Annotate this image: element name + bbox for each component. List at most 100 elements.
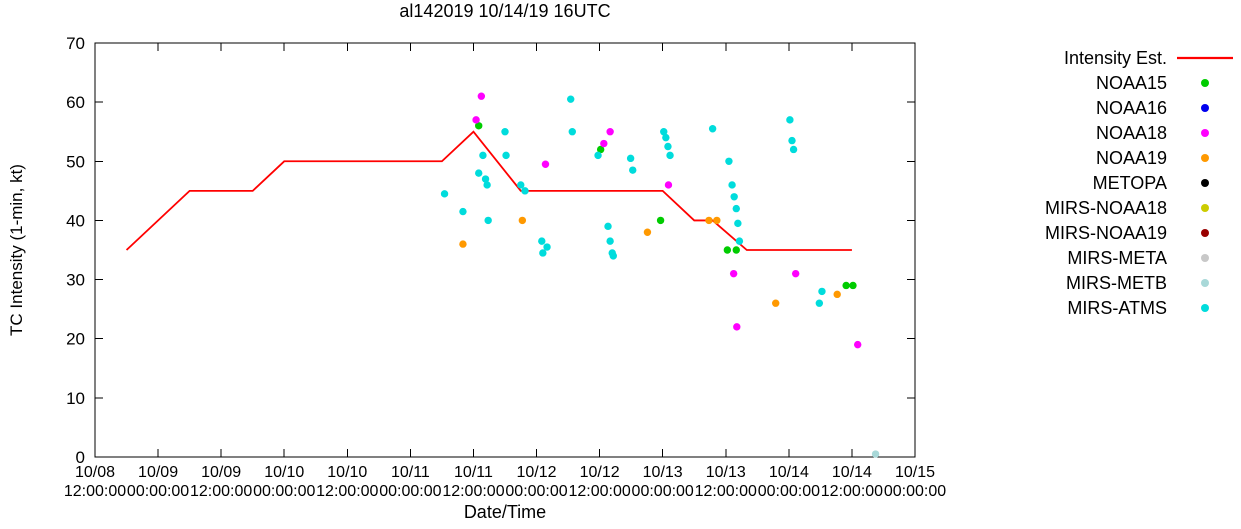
- x-tick-label-time: 00:00:00: [379, 483, 441, 500]
- mirs-atms-point: [479, 151, 487, 160]
- mirs-atms-point: [725, 157, 733, 165]
- mirs-metb-point: [871, 450, 880, 458]
- x-tick-label-date: 10/14: [769, 464, 809, 481]
- legend-item-intensity-est-: Intensity Est.: [1064, 48, 1233, 68]
- legend-item-mirs-noaa19: MIRS-NOAA19: [1045, 223, 1209, 243]
- legend-item-mirs-meta: MIRS-META: [1067, 248, 1209, 268]
- x-tick-label-date: 10/09: [201, 464, 241, 481]
- legend-label: MIRS-ATMS: [1067, 298, 1167, 318]
- legend-point-sample: [1201, 104, 1209, 112]
- legend-point-sample: [1201, 129, 1209, 137]
- legend-label: NOAA19: [1096, 148, 1167, 168]
- mirs-atms-point: [568, 128, 576, 136]
- y-tick-label: 30: [66, 271, 85, 290]
- noaa19-point: [833, 290, 841, 299]
- mirs-atms-point: [788, 136, 796, 145]
- mirs-atms-point: [626, 154, 635, 163]
- mirs-atms-point: [483, 181, 491, 189]
- mirs-atms-point: [606, 237, 614, 245]
- mirs-atms-point: [629, 166, 637, 174]
- mirs-atms-point: [440, 190, 449, 198]
- noaa18-point: [472, 116, 480, 124]
- mirs-atms-point: [484, 216, 492, 225]
- mirs-atms-point: [708, 125, 717, 133]
- mirs-atms-point: [728, 181, 736, 189]
- mirs-atms-point: [521, 187, 529, 195]
- x-tick-label-date: 10/10: [264, 464, 304, 481]
- legend-point-sample: [1201, 79, 1209, 87]
- x-tick-label-date: 10/09: [138, 464, 178, 481]
- noaa15-point: [475, 122, 483, 130]
- x-tick-label-time: 12:00:00: [442, 483, 504, 500]
- x-tick-label-date: 10/15: [895, 464, 935, 481]
- noaa18-point: [729, 269, 738, 278]
- noaa18-point: [600, 139, 608, 148]
- x-tick-label-date: 10/11: [454, 464, 493, 481]
- legend-label: MIRS-META: [1067, 248, 1167, 268]
- legend-point-sample: [1201, 304, 1209, 312]
- x-tick-label-date: 10/13: [643, 464, 683, 481]
- x-tick-label-time: 12:00:00: [568, 483, 630, 500]
- legend-label: MIRS-NOAA19: [1045, 223, 1167, 243]
- legend-item-mirs-noaa18: MIRS-NOAA18: [1045, 198, 1209, 218]
- legend-label: MIRS-METB: [1066, 273, 1167, 293]
- x-tick-label-date: 10/14: [832, 464, 872, 481]
- chart-title: al142019 10/14/19 16UTC: [399, 1, 611, 21]
- legend-label: METOPA: [1093, 173, 1167, 193]
- noaa18-point: [606, 128, 614, 136]
- x-tick-label-time: 12:00:00: [695, 483, 757, 500]
- mirs-atms-point: [662, 133, 670, 142]
- legend-item-noaa15: NOAA15: [1096, 73, 1209, 93]
- legend-label: MIRS-NOAA18: [1045, 198, 1167, 218]
- x-tick-label-date: 10/12: [517, 464, 557, 481]
- noaa19-point: [643, 228, 652, 236]
- x-tick-label-date: 10/10: [327, 464, 367, 481]
- mirs-atms-point: [609, 252, 617, 260]
- mirs-atms-point: [594, 151, 602, 160]
- noaa19-point: [713, 216, 721, 225]
- legend-label: NOAA16: [1096, 98, 1167, 118]
- noaa15-point: [596, 145, 605, 154]
- x-tick-label-time: 00:00:00: [253, 483, 315, 500]
- noaa15-point: [732, 246, 740, 254]
- mirs-atms-point: [660, 128, 668, 136]
- x-tick-label-date: 10/13: [706, 464, 746, 481]
- legend-point-sample: [1201, 179, 1209, 187]
- noaa18-point: [664, 181, 673, 189]
- mirs-atms-point: [481, 175, 490, 183]
- x-tick-label-time: 00:00:00: [884, 483, 946, 500]
- mirs-atms-point: [818, 287, 826, 296]
- x-tick-label-time: 12:00:00: [821, 483, 883, 500]
- noaa18-point: [791, 269, 800, 278]
- legend-item-noaa16: NOAA16: [1096, 98, 1209, 118]
- mirs-atms-point: [786, 116, 794, 124]
- legend-point-sample: [1201, 279, 1209, 287]
- noaa18-point: [477, 92, 486, 100]
- mirs-atms-point: [538, 237, 546, 245]
- mirs-atms-point: [539, 249, 547, 257]
- x-tick-label-date: 10/08: [75, 464, 115, 481]
- mirs-atms-point: [517, 181, 525, 189]
- mirs-atms-point: [789, 145, 798, 154]
- mirs-atms-point: [567, 95, 575, 103]
- y-tick-label: 0: [76, 448, 85, 467]
- legend-label: NOAA15: [1096, 73, 1167, 93]
- x-tick-label-date: 10/11: [391, 464, 430, 481]
- mirs-atms-point: [502, 151, 510, 160]
- noaa15-point: [723, 246, 732, 254]
- legend-point-sample: [1201, 204, 1209, 212]
- noaa15-point: [849, 281, 857, 290]
- mirs-atms-point: [735, 237, 744, 245]
- y-tick-label: 50: [66, 152, 85, 171]
- x-tick-label-time: 00:00:00: [632, 483, 694, 500]
- x-tick-label-date: 10/12: [580, 464, 620, 481]
- noaa18-point: [733, 323, 741, 331]
- x-tick-label-time: 00:00:00: [127, 483, 189, 500]
- mirs-atms-point: [604, 222, 612, 231]
- y-tick-label: 60: [66, 93, 85, 112]
- intensity-line: [125, 130, 852, 251]
- noaa19-point: [459, 240, 467, 248]
- x-tick-label-time: 00:00:00: [505, 483, 567, 500]
